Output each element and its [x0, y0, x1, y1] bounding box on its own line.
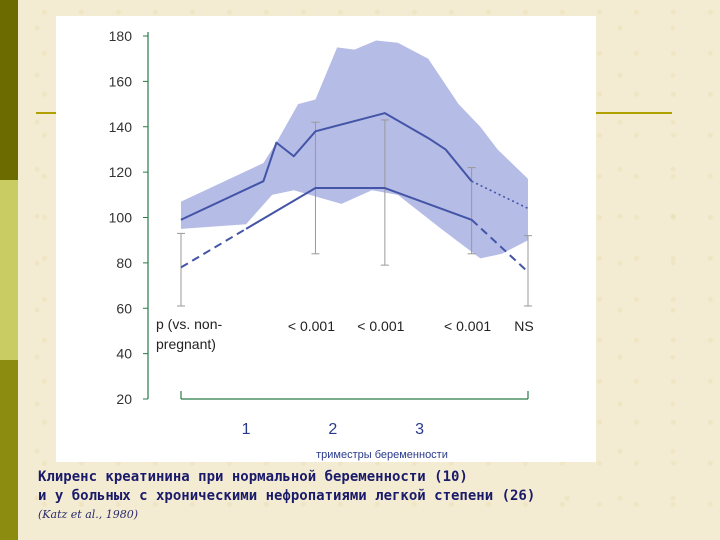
p-label-line-2: pregnant) — [156, 336, 216, 352]
decor-rule-right — [596, 112, 672, 114]
y-tick-label-160: 160 — [109, 73, 133, 89]
sidebar-accent-low — [0, 360, 18, 540]
series-line-3-solid — [245, 187, 472, 230]
chart-panel: 20 40 60 80 100 120 140 160 180 p (vs. non-pregna… — [56, 16, 596, 462]
series-line-2-dotted — [471, 180, 529, 210]
y-tick-label-180: 180 — [109, 28, 133, 44]
p-value-1: < 0.001 — [357, 318, 404, 334]
confidence-band — [181, 40, 528, 259]
creatinine-clearance-chart: 20 40 60 80 100 120 140 160 180 p (vs. non-pregna… — [109, 28, 534, 461]
caption-line-2: и у больных с хроническими нефропатиями … — [38, 488, 536, 504]
source-citation: (Katz et al., 1980) — [38, 508, 139, 521]
p-value-3: NS — [514, 318, 533, 334]
p-label-line-1: p (vs. non- — [156, 316, 222, 332]
decor-rule-left — [36, 112, 56, 114]
x-tick-label-3: 3 — [415, 421, 424, 438]
series-line-1-dotted — [180, 180, 264, 221]
y-tick-label-20: 20 — [116, 391, 132, 407]
series-line-0-solid — [180, 112, 473, 221]
y-tick-label-80: 80 — [116, 255, 132, 271]
y-tick-label-120: 120 — [109, 164, 133, 180]
x-tick-label-2: 2 — [328, 421, 337, 438]
y-tick-label-60: 60 — [116, 300, 132, 316]
x-tick-label-1: 1 — [242, 421, 251, 438]
y-tick-label-140: 140 — [109, 119, 133, 135]
sidebar-accent-light — [0, 180, 18, 360]
sidebar-accent-dark — [0, 0, 18, 180]
p-value-0: < 0.001 — [288, 318, 335, 334]
slide-caption: Клиренс креатинина при нормальной береме… — [38, 468, 708, 506]
caption-line-1: Клиренс креатинина при нормальной береме… — [38, 469, 468, 485]
y-tick-label-40: 40 — [116, 346, 132, 362]
y-tick-label-100: 100 — [109, 210, 133, 226]
x-axis-title: триместры беременности — [316, 449, 448, 461]
p-value-2: < 0.001 — [444, 318, 491, 334]
series-line-4-dashed — [180, 227, 247, 269]
